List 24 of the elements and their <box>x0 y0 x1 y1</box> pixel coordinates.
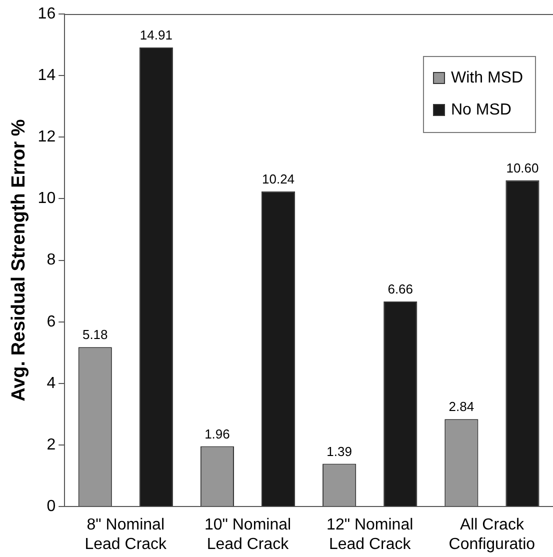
data-label: 2.84 <box>448 399 474 414</box>
y-tick-label: 16 <box>38 5 56 22</box>
data-label: 1.39 <box>326 444 352 459</box>
x-tick-label: 12" Nominal Lead Crack <box>326 516 414 553</box>
data-label: 1.96 <box>204 426 230 442</box>
x-tick-label: All Crack Configuratio <box>448 516 536 553</box>
y-tick-label: 8 <box>46 252 56 269</box>
y-tick-label: 14 <box>38 66 56 84</box>
y-tick-label: 6 <box>46 313 56 330</box>
x-tick-label: 8" Nominal Lead Crack <box>84 516 168 553</box>
data-label: 5.18 <box>82 327 108 342</box>
legend-label: With MSD <box>451 69 523 86</box>
y-tick-label: 12 <box>38 128 56 146</box>
data-label: 6.66 <box>388 282 414 297</box>
y-axis-title: Avg. Residual Strength Error % <box>8 119 30 402</box>
legend-label: No MSD <box>451 101 512 118</box>
x-tick-label: 10" Nominal Lead Crack <box>204 516 292 553</box>
y-tick-label: 2 <box>46 436 56 454</box>
y-tick-label: 10 <box>38 190 56 208</box>
y-tick-label: 0 <box>46 498 56 516</box>
y-tick-label: 4 <box>46 374 56 392</box>
data-label: 10.24 <box>262 171 295 186</box>
data-label: 14.91 <box>140 28 172 43</box>
data-label: 10.60 <box>506 160 539 176</box>
